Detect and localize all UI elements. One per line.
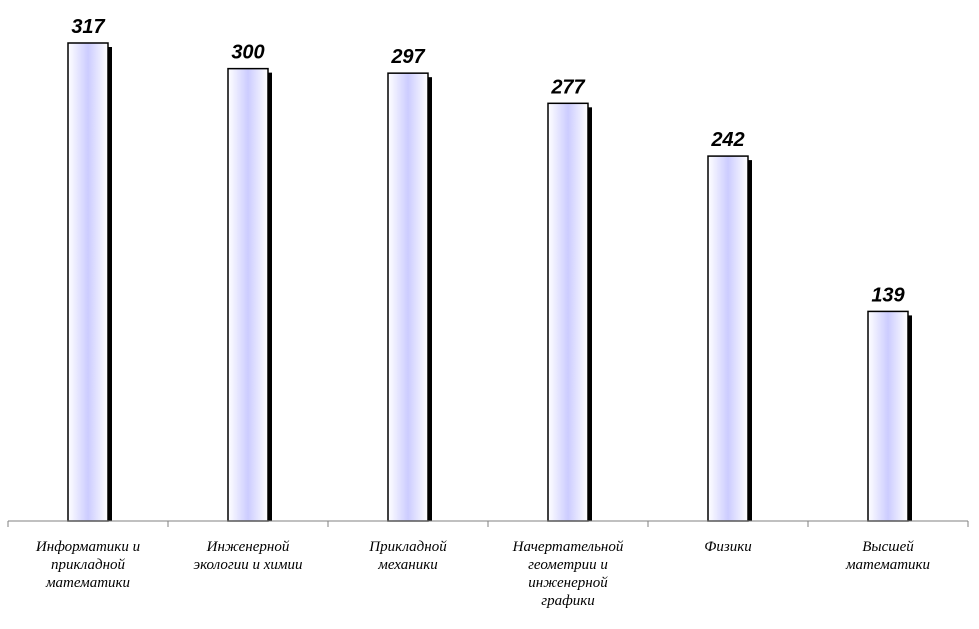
- bar: [547, 102, 589, 522]
- category-label-line: математики: [45, 575, 130, 591]
- category-label-line: Начертательной: [512, 539, 624, 555]
- category-label-line: прикладной: [51, 557, 126, 573]
- data-label: 317: [71, 16, 105, 38]
- category-label-line: механики: [377, 557, 437, 573]
- data-label: 297: [390, 46, 425, 68]
- category-label: Инженерной экологии и химии: [194, 539, 303, 573]
- category-label-line: графики: [541, 593, 595, 609]
- bar: [227, 67, 269, 522]
- data-label: 139: [871, 284, 905, 306]
- category-label: Прикладной механики: [368, 539, 447, 573]
- category-label-line: инженерной: [528, 575, 608, 591]
- category-labels: Информатики и прикладной математики Инженер…: [35, 539, 930, 609]
- bars-layer: [67, 42, 912, 522]
- data-label: 277: [550, 76, 585, 98]
- data-labels: 317 300 297 277 242 139: [71, 16, 905, 306]
- category-label-line: Инженерной: [206, 539, 290, 555]
- data-label: 300: [231, 42, 264, 64]
- bar: [387, 72, 429, 522]
- category-label: Физики: [704, 539, 751, 555]
- category-label-line: Прикладной: [368, 539, 447, 555]
- category-label: Информатики и прикладной математики: [35, 539, 140, 591]
- category-label-line: экологии и химии: [194, 557, 303, 573]
- bar: [707, 155, 749, 522]
- category-label-line: Информатики и: [35, 539, 140, 555]
- bar: [67, 42, 109, 522]
- category-label: Начертательной геометрии и инженерной графи…: [512, 539, 624, 609]
- category-label-line: Высшей: [862, 539, 914, 555]
- category-label-line: математики: [845, 557, 930, 573]
- category-label-line: Физики: [704, 539, 751, 555]
- category-label-line: геометрии и: [528, 557, 608, 573]
- x-axis: [7, 520, 969, 527]
- data-label: 242: [710, 129, 744, 151]
- bar: [867, 310, 909, 522]
- category-label: Высшей математики: [845, 539, 930, 573]
